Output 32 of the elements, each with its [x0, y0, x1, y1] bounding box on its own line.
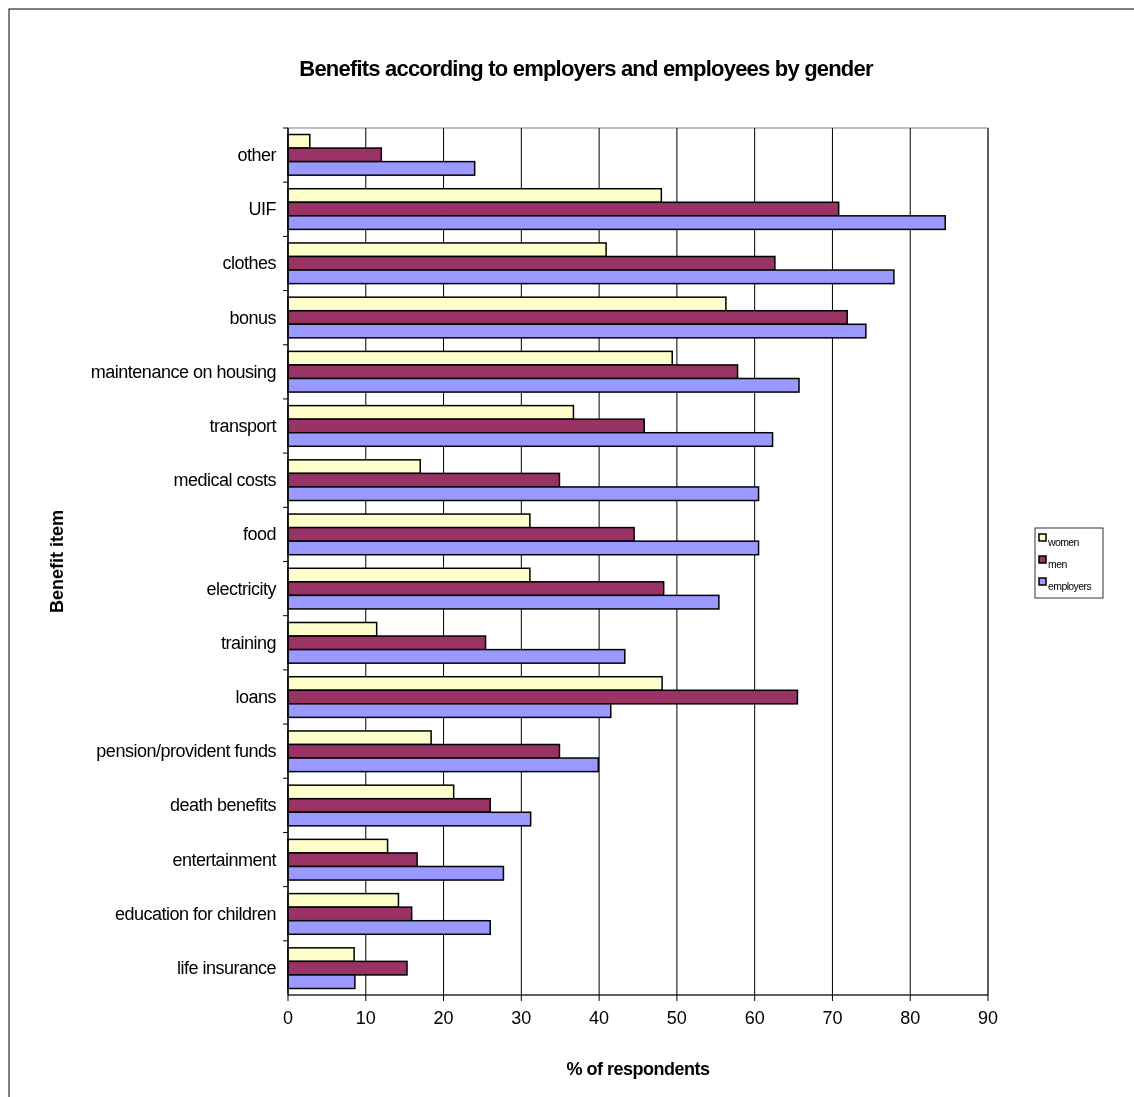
y-tick-label: loans [235, 687, 277, 708]
legend-label: women [1047, 536, 1080, 548]
y-tick-label: bonus [229, 307, 277, 328]
y-tick-label: electricity [206, 578, 277, 599]
x-tick-label: 50 [666, 1008, 687, 1028]
y-tick-label: entertainment [172, 849, 277, 870]
x-tick-label: 90 [977, 1008, 999, 1028]
y-axis-title: Benefit item [47, 509, 67, 614]
y-tick-label: medical costs [173, 470, 277, 491]
x-tick-label: 20 [433, 1008, 454, 1028]
y-tick-label: pension/provident funds [96, 741, 277, 762]
legend-label: employers [1048, 580, 1092, 592]
y-tick-label: maintenance on housing [90, 361, 276, 382]
y-tick-label: transport [209, 415, 277, 436]
y-tick-label: death benefits [169, 795, 277, 816]
legend-label: men [1048, 558, 1068, 570]
x-tick-label: 80 [900, 1008, 921, 1028]
y-tick-label: clothes [222, 253, 277, 274]
x-tick-label: 60 [744, 1008, 765, 1028]
y-tick-label: food [242, 524, 276, 545]
x-tick-label: 0 [282, 1008, 294, 1028]
chart-title: Benefits according to employers and employees by gender [299, 56, 874, 81]
x-tick-label: 30 [511, 1008, 532, 1028]
x-tick-label: 40 [589, 1008, 610, 1028]
x-axis-title: % of respondents [566, 1059, 710, 1079]
y-tick-label: life insurance [176, 958, 277, 979]
x-tick-label: 10 [355, 1008, 376, 1028]
y-tick-label: education for children [114, 903, 276, 924]
x-tick-label: 70 [822, 1008, 843, 1028]
y-tick-label: training [220, 632, 276, 653]
y-tick-label: UIF [248, 199, 277, 220]
y-tick-label: other [237, 144, 277, 165]
